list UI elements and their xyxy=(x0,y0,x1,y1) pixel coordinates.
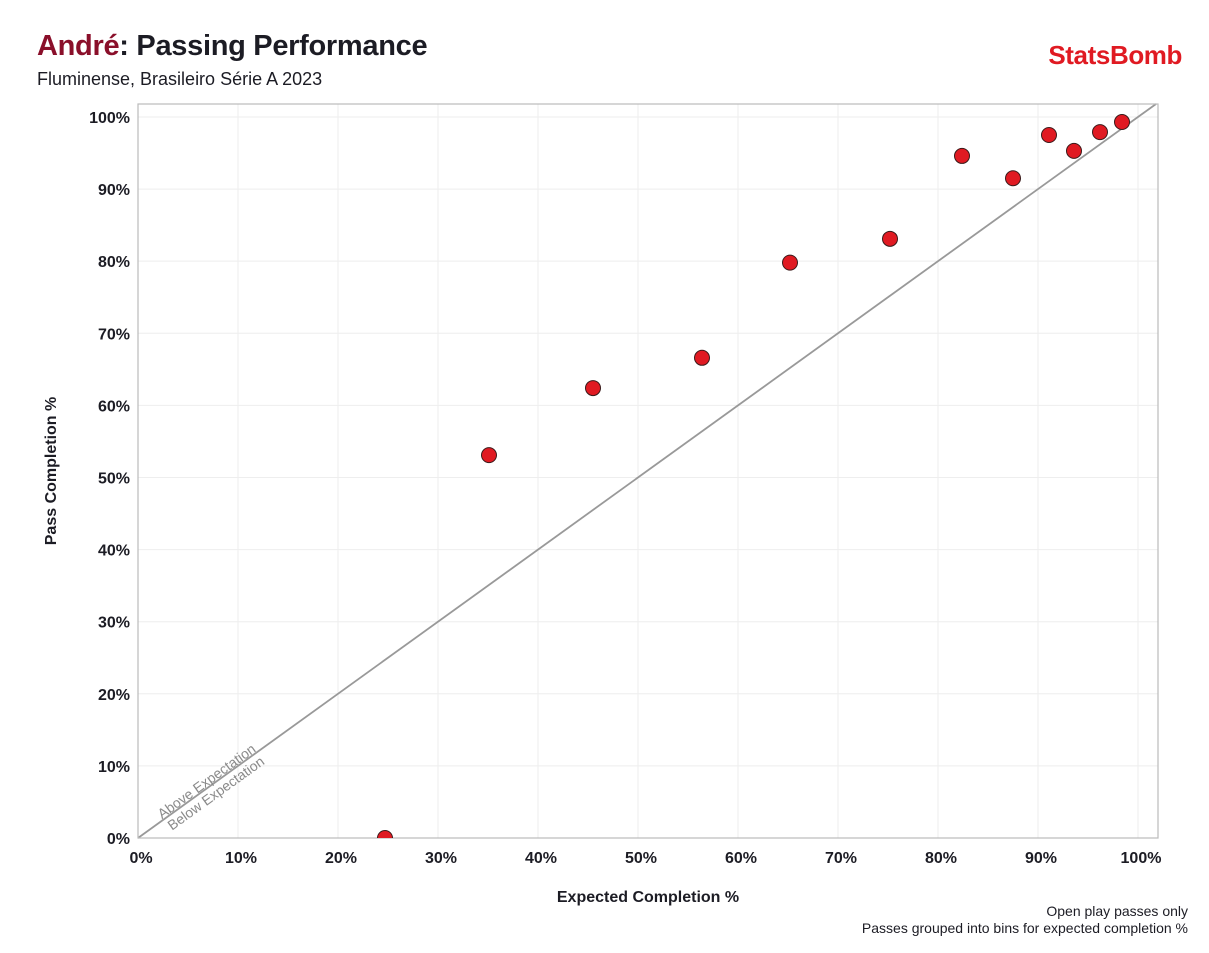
footnote-bins: Passes grouped into bins for expected co… xyxy=(861,920,1188,936)
data-point xyxy=(481,447,497,464)
y-tick-label: 80% xyxy=(98,254,130,271)
x-tick-label: 70% xyxy=(825,850,857,867)
x-tick-label: 100% xyxy=(1121,850,1162,867)
data-point xyxy=(1005,170,1021,187)
statsbomb-logo: StatsBomb xyxy=(1048,40,1182,70)
data-point xyxy=(1041,127,1057,144)
x-axis-ticks: 0% 10% 20% 30% 40% 50% 60% 70% 80% 90% 100% xyxy=(129,850,1161,867)
data-point xyxy=(377,830,393,838)
data-points xyxy=(377,114,1130,838)
x-tick-label: 90% xyxy=(1025,850,1057,867)
y-tick-label: 60% xyxy=(98,398,130,415)
x-axis-title: Expected Completion % xyxy=(557,889,739,906)
data-point xyxy=(1092,124,1108,141)
y-axis-ticks: 0% 10% 20% 30% 40% 50% 60% 70% 80% 90% 100% xyxy=(89,110,130,848)
data-point xyxy=(882,230,898,247)
x-tick-label: 60% xyxy=(725,850,757,867)
x-tick-label: 10% xyxy=(225,850,257,867)
data-point xyxy=(1066,142,1082,159)
y-tick-label: 10% xyxy=(98,759,130,776)
y-tick-label: 20% xyxy=(98,687,130,704)
data-point xyxy=(782,254,798,271)
plot-frame xyxy=(137,103,1159,839)
data-point xyxy=(694,349,710,366)
y-axis-title: Pass Completion % xyxy=(43,397,60,545)
player-name: André xyxy=(37,30,120,62)
y-tick-label: 70% xyxy=(98,326,130,343)
chart-title: André: Passing Performance xyxy=(37,30,428,63)
y-tick-label: 30% xyxy=(98,615,130,632)
x-tick-label: 20% xyxy=(325,850,357,867)
y-tick-label: 40% xyxy=(98,543,130,560)
chart-subtitle: Fluminense, Brasileiro Série A 2023 xyxy=(37,69,323,89)
data-point xyxy=(954,147,970,164)
x-tick-label: 50% xyxy=(625,850,657,867)
y-tick-label: 90% xyxy=(98,182,130,199)
title-rest: : Passing Performance xyxy=(119,30,428,62)
y-tick-label: 50% xyxy=(98,470,130,487)
reference-line xyxy=(137,103,1157,839)
x-tick-label: 80% xyxy=(925,850,957,867)
x-tick-label: 40% xyxy=(525,850,557,867)
data-point xyxy=(1114,114,1130,131)
footnote-open-play: Open play passes only xyxy=(1046,903,1188,919)
y-tick-label: 100% xyxy=(89,110,130,127)
x-tick-label: 0% xyxy=(129,850,152,867)
y-tick-label: 0% xyxy=(107,831,130,848)
x-tick-label: 30% xyxy=(425,850,457,867)
data-point xyxy=(585,380,601,397)
